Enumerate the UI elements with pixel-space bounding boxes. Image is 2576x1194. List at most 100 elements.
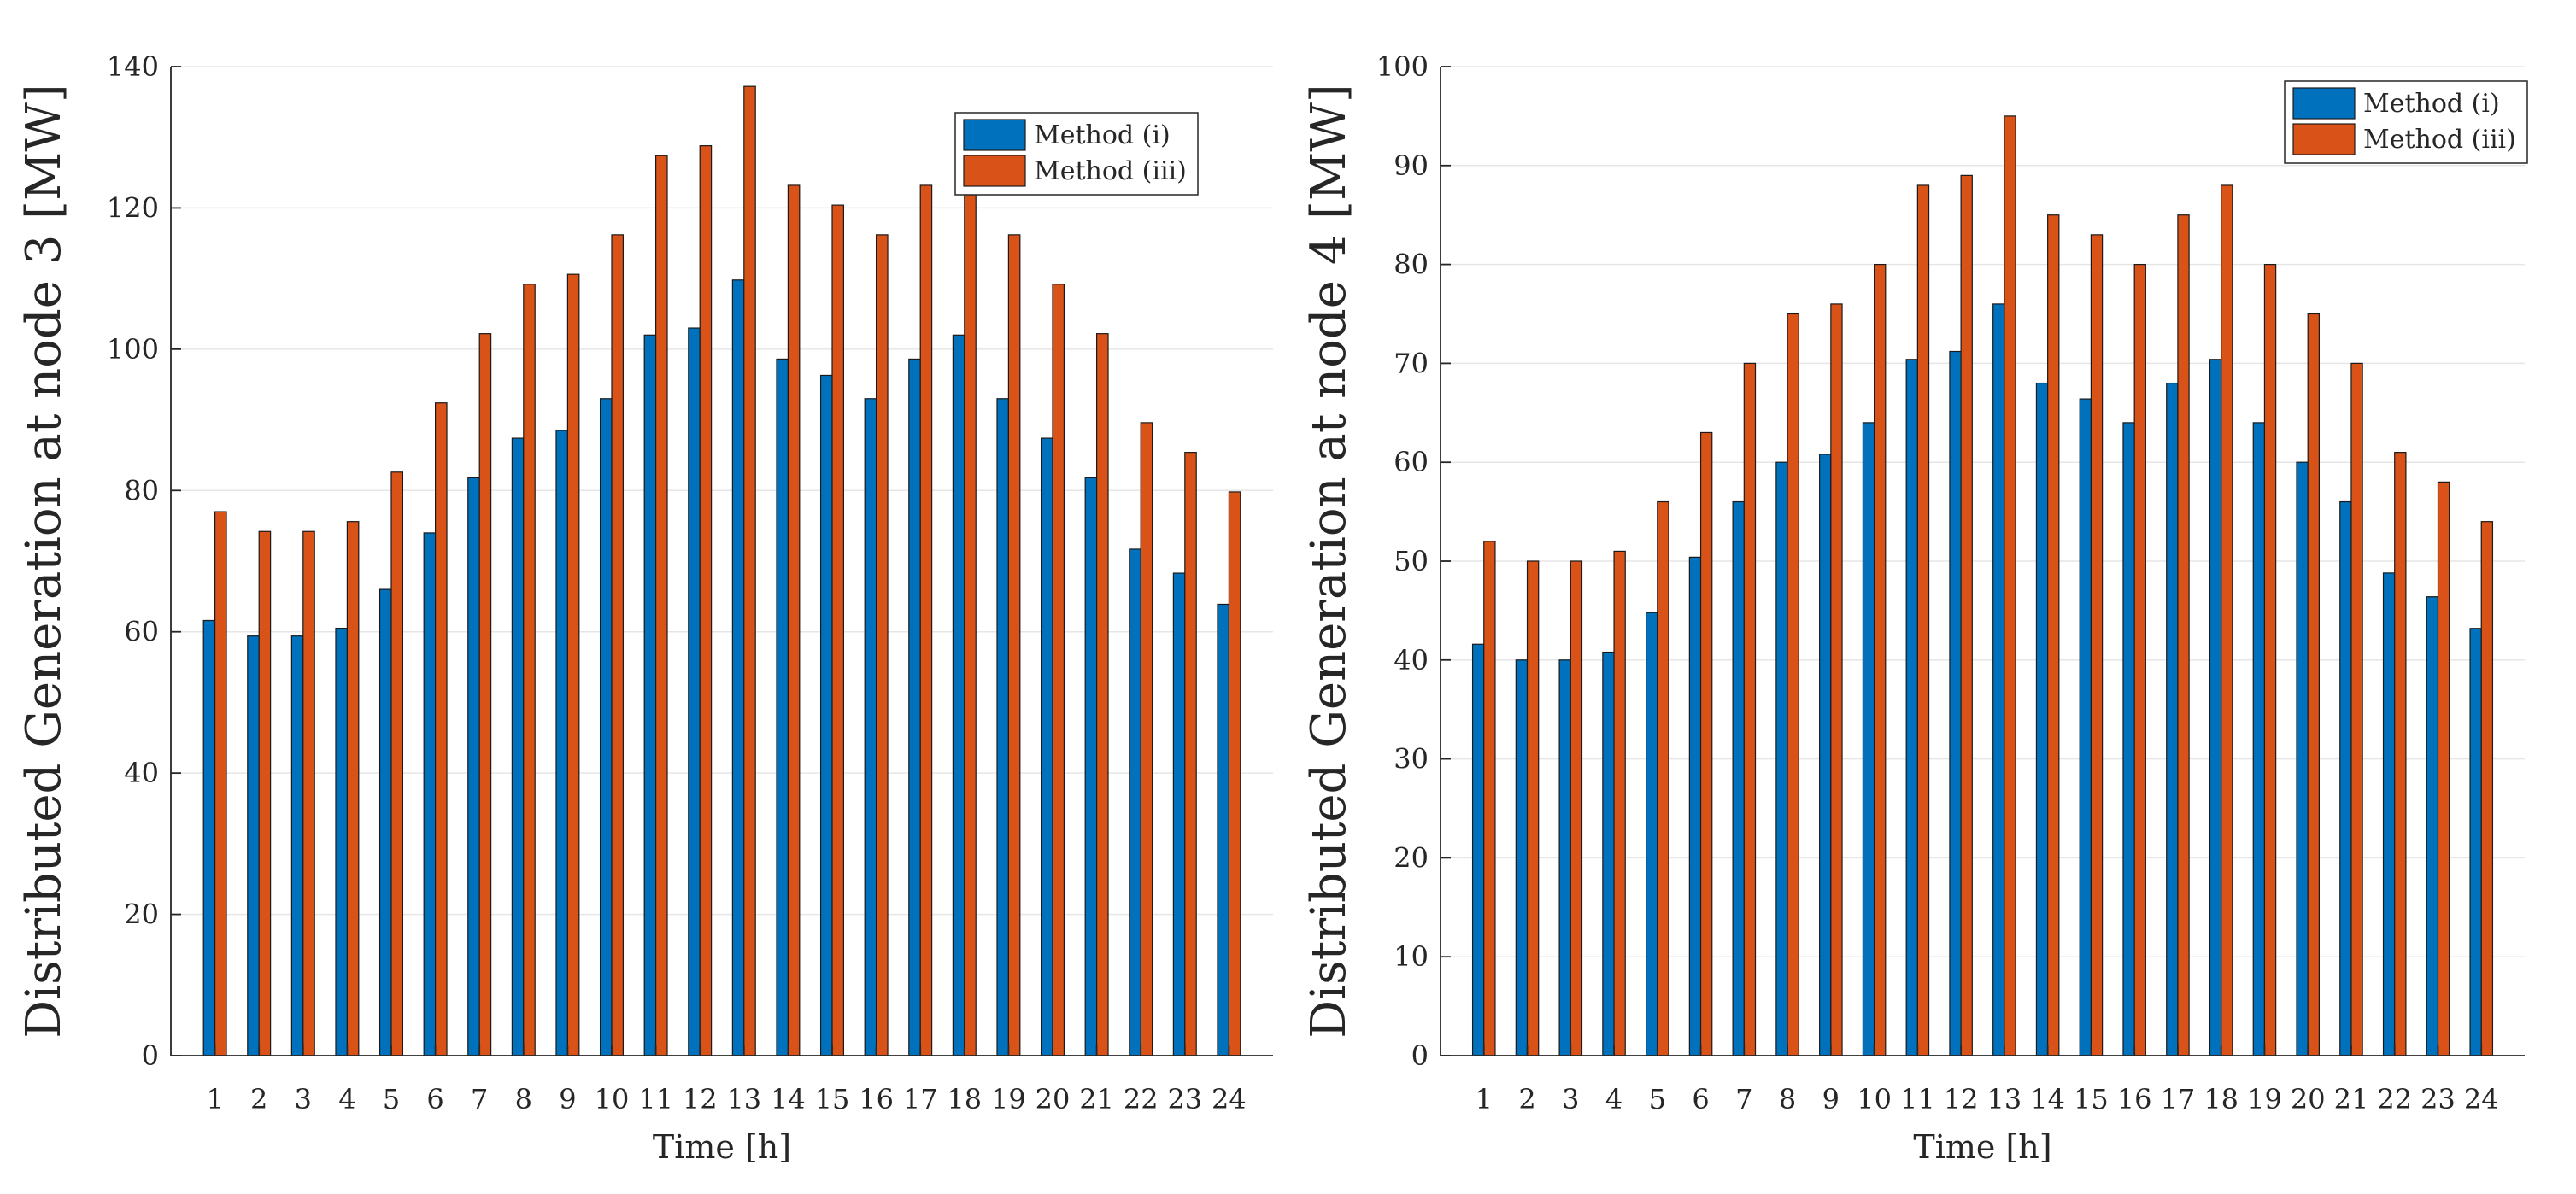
bar-method-iii xyxy=(1874,264,1887,1056)
x-tick-label: 21 xyxy=(2334,1083,2369,1115)
bar-method-i xyxy=(2382,572,2396,1056)
legend-swatch xyxy=(963,119,1026,151)
x-tick-label: 10 xyxy=(595,1083,630,1115)
bar-method-i xyxy=(1819,454,1832,1056)
x-tick-label: 24 xyxy=(2464,1083,2499,1115)
bar-method-i xyxy=(2296,461,2309,1056)
x-tick-label: 11 xyxy=(1900,1083,1935,1115)
legend-swatch xyxy=(2292,87,2356,120)
x-tick-label: 9 xyxy=(1822,1083,1840,1115)
x-axis-title: Time [h] xyxy=(653,1128,791,1166)
bar-method-iii xyxy=(743,85,756,1056)
x-tick-label: 4 xyxy=(1605,1083,1622,1115)
bar-method-i xyxy=(776,358,789,1056)
y-tick-label: 120 xyxy=(107,191,159,224)
bar-method-iii xyxy=(875,234,889,1056)
bar-method-i xyxy=(2079,398,2092,1056)
y-tick-label: 10 xyxy=(1394,940,1429,973)
x-tick-label: 2 xyxy=(1518,1083,1535,1115)
bar-method-iii xyxy=(1657,500,1669,1056)
x-tick-label: 14 xyxy=(771,1083,806,1115)
bar-method-i xyxy=(202,619,216,1056)
x-tick-label: 22 xyxy=(2377,1083,2412,1115)
bar-method-i xyxy=(290,635,304,1056)
bar-method-iii xyxy=(1570,560,1583,1056)
bar-method-i xyxy=(688,327,701,1056)
x-tick-label: 23 xyxy=(2421,1083,2456,1115)
bar-method-i xyxy=(335,627,349,1056)
bar-method-i xyxy=(819,374,833,1056)
x-tick-label: 3 xyxy=(295,1083,312,1115)
x-tick-label: 5 xyxy=(383,1083,400,1115)
bar-method-iii xyxy=(1095,333,1109,1056)
y-tick-label: 30 xyxy=(1394,743,1429,776)
x-tick-label: 6 xyxy=(426,1083,443,1115)
x-tick-label: 10 xyxy=(1857,1083,1892,1115)
bar-method-i xyxy=(643,334,657,1056)
bar-method-i xyxy=(1084,477,1098,1056)
bar-method-i xyxy=(2469,628,2482,1056)
bar-method-iii xyxy=(1613,550,1626,1056)
bar-method-i xyxy=(1905,359,1918,1056)
bar-method-i xyxy=(952,334,965,1056)
bar-method-iii xyxy=(566,273,580,1056)
x-tick-label: 23 xyxy=(1167,1083,1202,1115)
bar-method-i xyxy=(1732,500,1745,1056)
bar-method-i xyxy=(1172,572,1186,1056)
x-tick-label: 13 xyxy=(726,1083,761,1115)
bar-method-iii xyxy=(2437,481,2450,1056)
bar-method-iii xyxy=(346,521,360,1056)
bar-method-i xyxy=(908,358,921,1056)
x-tick-label: 11 xyxy=(638,1083,673,1115)
bar-method-i xyxy=(1558,659,1571,1056)
x-tick-label: 15 xyxy=(2074,1083,2109,1115)
y-tick-label: 0 xyxy=(142,1039,159,1072)
bar-method-i xyxy=(2209,359,2222,1056)
x-tick-label: 1 xyxy=(206,1083,223,1115)
bar-method-iii xyxy=(214,511,227,1056)
y-tick-label: 60 xyxy=(1394,446,1429,478)
bar-method-iii xyxy=(478,333,492,1056)
x-tick-label: 12 xyxy=(1944,1083,1979,1115)
bar-method-iii xyxy=(2221,184,2233,1056)
bar-method-iii xyxy=(611,234,625,1056)
bar-method-iii xyxy=(1526,560,1540,1056)
x-tick-label: 4 xyxy=(338,1083,355,1115)
bar-method-i xyxy=(2035,382,2049,1056)
bar-method-i xyxy=(2122,422,2135,1056)
bar-method-iii xyxy=(1743,362,1757,1056)
x-tick-label: 8 xyxy=(515,1083,532,1115)
bar-method-iii xyxy=(2350,362,2363,1056)
y-tick-label: 140 xyxy=(107,50,159,83)
y-tick-label: 100 xyxy=(1376,50,1429,83)
bar-method-i xyxy=(2166,382,2179,1056)
bar-method-iii xyxy=(1140,422,1153,1056)
bar-method-i xyxy=(599,398,613,1056)
bar-method-iii xyxy=(1184,452,1197,1056)
bar-method-i xyxy=(378,588,392,1056)
legend: Method (i) Method (iii) xyxy=(954,112,1199,196)
bar-method-iii xyxy=(390,471,404,1056)
x-tick-label: 16 xyxy=(859,1083,894,1115)
y-tick-label: 0 xyxy=(1411,1039,1429,1072)
y-tick-label: 20 xyxy=(124,898,159,931)
x-tick-label: 13 xyxy=(1987,1083,2022,1115)
y-axis-title: Distributed Generation at node 3 [MW] xyxy=(16,84,72,1038)
bar-method-i xyxy=(467,477,480,1056)
legend-swatch xyxy=(963,155,1026,187)
bar-method-iii xyxy=(435,402,448,1056)
bar-method-iii xyxy=(2090,234,2104,1056)
bar-method-iii xyxy=(1960,174,1973,1056)
x-tick-label: 3 xyxy=(1562,1083,1579,1115)
bar-method-i xyxy=(1646,612,1658,1056)
x-tick-label: 6 xyxy=(1692,1083,1709,1115)
bar-method-iii xyxy=(787,184,801,1056)
y-tick-label: 90 xyxy=(1394,149,1429,182)
bar-method-iii xyxy=(919,184,933,1056)
legend: Method (i) Method (iii) xyxy=(2284,80,2528,164)
bar-method-iii xyxy=(1007,234,1021,1056)
legend-label: Method (i) xyxy=(2363,89,2500,119)
